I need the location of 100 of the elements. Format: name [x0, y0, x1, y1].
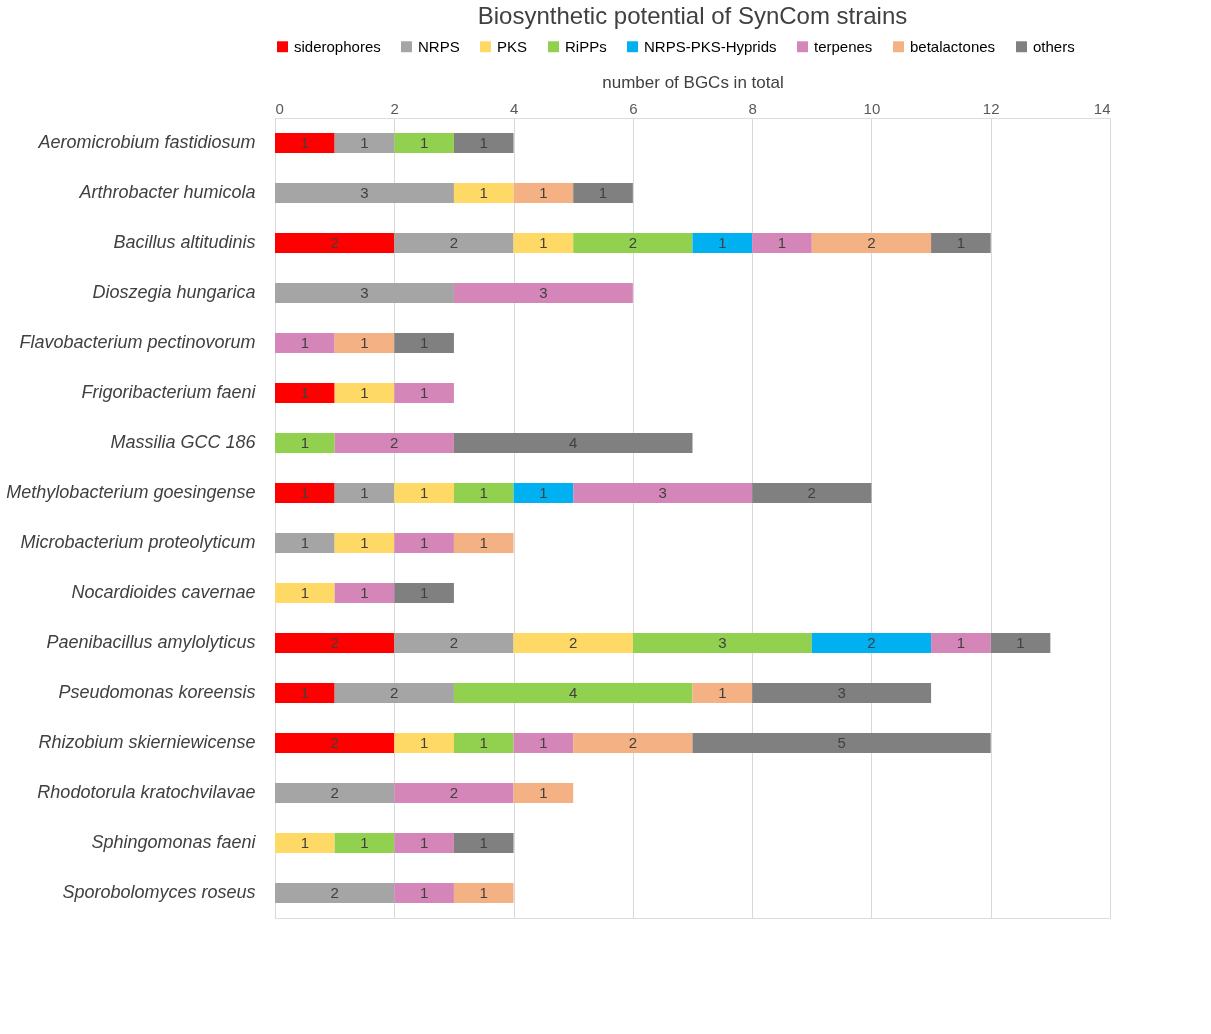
- data-label: 1: [539, 784, 548, 801]
- legend-label: betalactones: [910, 37, 996, 55]
- data-label: 1: [300, 834, 309, 851]
- data-label: 1: [539, 234, 548, 251]
- y-tick-label: Aeromicrobium fastidiosum: [37, 132, 256, 152]
- data-label: 1: [419, 734, 429, 751]
- data-label: 3: [539, 284, 548, 301]
- data-label: 1: [360, 584, 369, 601]
- data-label: 1: [300, 384, 309, 401]
- y-tick-label: Bacillus altitudinis: [113, 232, 256, 252]
- y-tick-label: Rhodotorula kratochvilavae: [37, 782, 256, 802]
- data-label: 1: [300, 134, 309, 151]
- data-label: 1: [419, 484, 429, 501]
- data-label: 1: [539, 184, 548, 201]
- y-tick-label: Pseudomonas koreensis: [58, 682, 256, 702]
- data-label: 1: [300, 334, 309, 351]
- data-label: 1: [419, 584, 429, 601]
- y-tick-label: Paenibacillus amylolyticus: [46, 632, 256, 652]
- x-tick-label: 12: [982, 99, 1000, 117]
- data-label: 2: [569, 634, 578, 651]
- chart-title: Biosynthetic potential of SynCom strains: [477, 2, 908, 29]
- legend-label: siderophores: [294, 37, 381, 55]
- y-tick-label: Nocardioides cavernae: [71, 582, 256, 602]
- data-label: 2: [330, 234, 339, 251]
- data-label: 1: [479, 884, 488, 901]
- legend-label: NRPS-PKS-Hyprids: [644, 37, 777, 55]
- data-label: 2: [330, 734, 339, 751]
- y-tick-label: Rhizobium skierniewicense: [38, 732, 256, 752]
- data-label: 1: [956, 234, 966, 251]
- legend-label: RiPPs: [565, 37, 607, 55]
- data-label: 4: [569, 684, 578, 701]
- data-label: 1: [539, 734, 548, 751]
- data-label: 1: [718, 234, 727, 251]
- y-tick-label: Flavobacterium pectinovorum: [19, 332, 256, 352]
- y-tick-label: Microbacterium proteolyticum: [20, 532, 256, 552]
- x-tick-label: 14: [1093, 99, 1111, 117]
- data-label: 2: [390, 684, 399, 701]
- data-label: 1: [360, 484, 369, 501]
- data-label: 1: [479, 484, 488, 501]
- x-tick-label: 6: [629, 99, 638, 117]
- data-label: 2: [449, 234, 459, 251]
- data-label: 5: [837, 734, 846, 751]
- data-label: 1: [419, 384, 429, 401]
- data-label: 2: [330, 884, 339, 901]
- data-label: 1: [360, 334, 369, 351]
- data-label: 1: [360, 834, 369, 851]
- y-tick-label: Frigoribacterium faeni: [81, 382, 257, 402]
- data-label: 3: [360, 284, 369, 301]
- data-label: 1: [419, 834, 429, 851]
- data-label: 1: [718, 684, 727, 701]
- data-label: 2: [330, 784, 339, 801]
- data-label: 2: [390, 434, 399, 451]
- data-label: 3: [837, 684, 846, 701]
- data-label: 2: [628, 734, 638, 751]
- data-label: 1: [1016, 634, 1025, 651]
- data-label: 2: [449, 784, 459, 801]
- x-tick-label: 4: [509, 99, 519, 117]
- data-label: 1: [956, 634, 966, 651]
- data-label: 3: [658, 484, 667, 501]
- y-tick-label: Sphingomonas faeni: [91, 832, 257, 852]
- data-label: 1: [360, 134, 369, 151]
- y-tick-label: Massilia GCC 186: [110, 432, 257, 452]
- data-label: 2: [628, 234, 638, 251]
- data-label: 1: [300, 434, 309, 451]
- data-label: 1: [479, 184, 488, 201]
- data-label: 1: [539, 484, 548, 501]
- data-label: 1: [479, 834, 488, 851]
- data-label: 2: [867, 234, 876, 251]
- x-tick-label: 0: [275, 99, 284, 117]
- data-label: 2: [807, 484, 816, 501]
- legend-label: NRPS: [418, 37, 460, 55]
- y-tick-label: Sporobolomyces roseus: [62, 882, 256, 902]
- data-label: 1: [479, 534, 488, 551]
- y-tick-label: Dioszegia hungarica: [92, 282, 256, 302]
- data-label: 1: [300, 684, 309, 701]
- data-label: 2: [867, 634, 876, 651]
- data-label: 1: [300, 534, 309, 551]
- data-label: 3: [360, 184, 369, 201]
- data-label: 2: [449, 634, 459, 651]
- data-label: 1: [598, 184, 608, 201]
- x-tick-label: 2: [390, 99, 399, 117]
- data-label: 1: [419, 884, 429, 901]
- legend-label: others: [1033, 37, 1075, 55]
- data-label: 1: [419, 534, 429, 551]
- data-label: 1: [479, 734, 488, 751]
- data-label: 1: [300, 584, 309, 601]
- data-label: 1: [360, 534, 369, 551]
- x-axis-title: number of BGCs in total: [602, 72, 784, 92]
- data-label: 1: [360, 384, 369, 401]
- y-tick-label: Arthrobacter humicola: [78, 182, 256, 202]
- data-label: 1: [479, 134, 488, 151]
- data-label: 1: [300, 484, 309, 501]
- y-tick-label: Methylobacterium goesingense: [6, 482, 256, 502]
- legend-label: PKS: [497, 37, 528, 55]
- data-label: 1: [419, 334, 429, 351]
- data-label: 1: [777, 234, 787, 251]
- data-label: 2: [330, 634, 339, 651]
- data-label: 3: [718, 634, 727, 651]
- x-tick-label: 8: [748, 99, 757, 117]
- legend-label: terpenes: [814, 37, 873, 55]
